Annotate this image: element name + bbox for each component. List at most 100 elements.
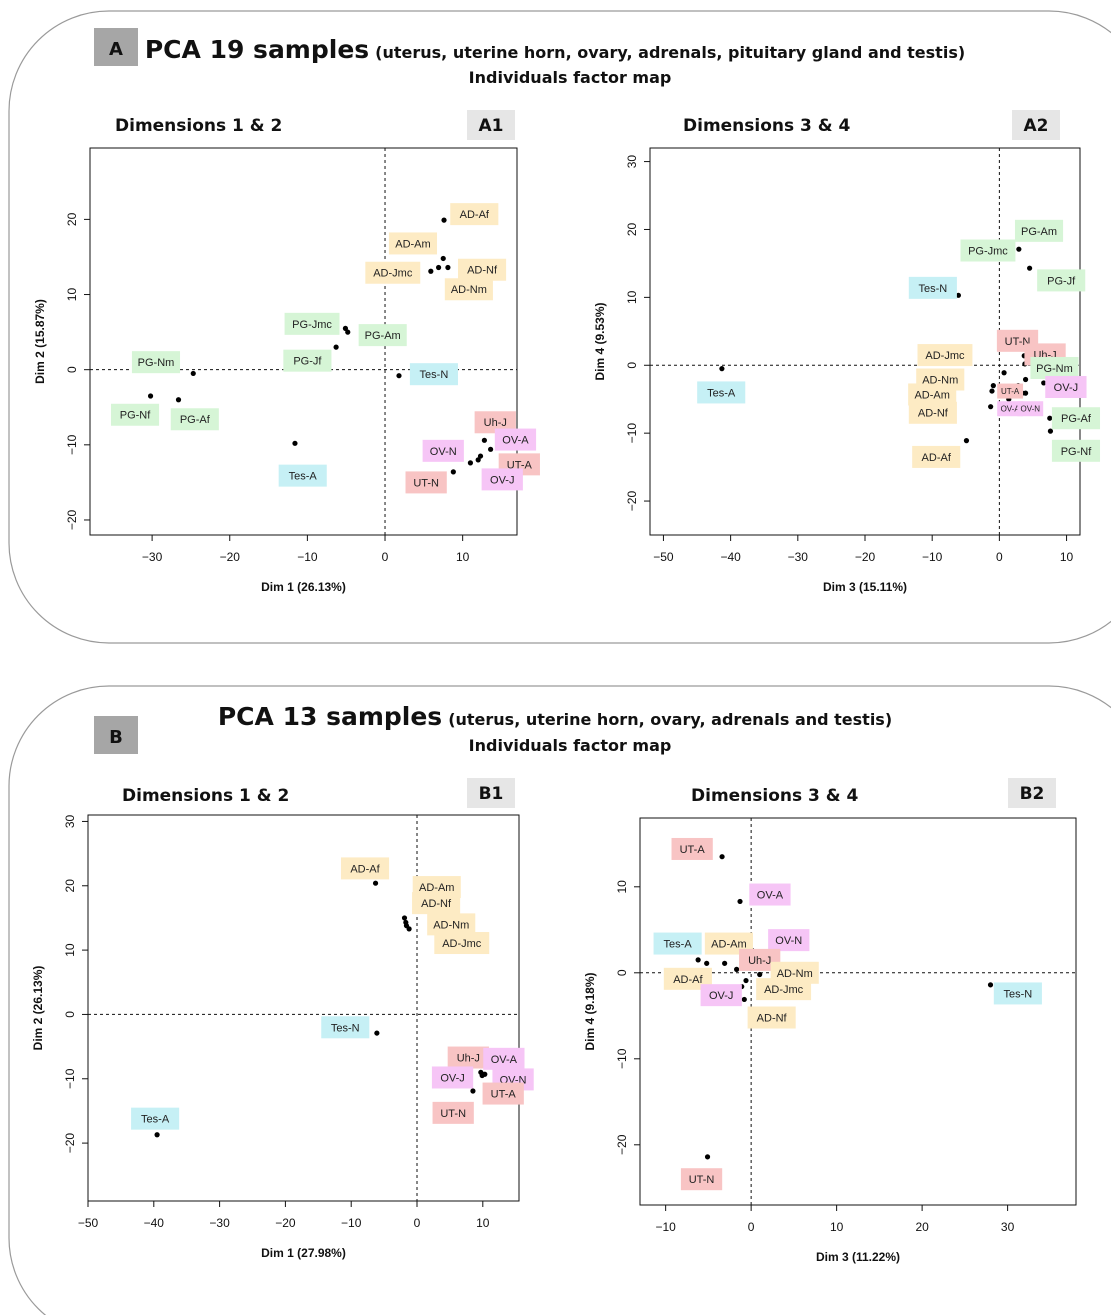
data-point (1022, 376, 1029, 383)
label-ad-nf: AD-Nf (908, 401, 957, 424)
label-box (908, 383, 957, 406)
label-box (409, 363, 458, 386)
y-axis: −20 −10 0 10 20 (65, 212, 91, 530)
panel-letter-box (94, 28, 138, 66)
point-labels: AD-Af AD-Am AD-Nf AD-Nm AD-Jmc Tes-N Uh-J OV-A O… (131, 857, 534, 1130)
panel-subtitle: Individuals factor map (469, 68, 672, 87)
data-point (190, 370, 196, 377)
plot-tag-box (467, 110, 515, 140)
label-text: AD-Nf (421, 898, 452, 910)
label-ov-j: OV-J (1045, 375, 1087, 398)
label-ut-a: UT-A (482, 1082, 524, 1105)
label-text: PG-Jf (1047, 275, 1076, 287)
x-axis-label: Dim 1 (27.98%) (261, 1246, 346, 1260)
x-tick-label: 30 (1001, 1220, 1015, 1234)
label-pg-am: PG-Am (1014, 219, 1064, 242)
label-text: PG-Nf (120, 410, 152, 422)
label-pg-am: PG-Am (358, 324, 407, 347)
point-labels: PG-AmPG-JmcPG-JfTes-NUT-NUh-JAD-JmcPG-Nm… (697, 219, 1101, 468)
x-axis-label: Dim 3 (15.11%) (823, 580, 907, 594)
data-point (722, 960, 728, 966)
label-ad-af: AD-Af (340, 857, 390, 880)
data-points (719, 246, 1054, 444)
label-text: UT-N (413, 477, 439, 489)
label-text: AD-Nf (467, 265, 498, 277)
x-tick-label: −10 (341, 1216, 362, 1230)
label-box (483, 1047, 525, 1070)
y-tick-label: 30 (625, 155, 639, 169)
data-point (154, 1132, 160, 1138)
x-tick-label: −10 (297, 550, 318, 564)
label-box (1051, 439, 1101, 462)
label-tes-n: Tes-N (908, 276, 957, 299)
x-tick-label: −10 (922, 550, 943, 564)
point-labels: UT-A OV-A Tes-A AD-Am OV-N Uh-J AD-Nm AD-Af AD-J… (653, 837, 1042, 1191)
label-ut-n: UT-N (680, 1168, 723, 1191)
y-tick-label: 10 (63, 943, 77, 957)
label-text: AD-Nm (451, 284, 487, 296)
plot-tag: B2 (1020, 784, 1045, 804)
label-ut-a: UT-A (997, 383, 1024, 399)
label-box (427, 913, 476, 936)
label-box (756, 978, 812, 1001)
data-point (428, 268, 434, 274)
data-points (695, 854, 994, 1160)
y-tick-label: 0 (63, 1011, 77, 1018)
label-box (663, 967, 712, 990)
x-tick-label: −40 (144, 1216, 165, 1230)
label-ad-jmc: AD-Jmc (917, 344, 973, 367)
data-point (1022, 390, 1029, 396)
label-pg-nm: PG-Nm (1030, 356, 1079, 379)
y-axis: −20 −10 0 10 (615, 880, 641, 1155)
data-point (988, 404, 994, 410)
plot-a2: Dimensions 3 & 4 A2−50 −40 −30 −20 −10 0 10−20−… (593, 110, 1101, 594)
label-uh-j: Uh-J (447, 1046, 489, 1069)
data-point (734, 966, 740, 972)
label-ad-am: AD-Am (908, 383, 957, 406)
label-text: PG-Af (180, 414, 211, 426)
label-text: Tes-N (918, 283, 947, 295)
label-ad-nm: AD-Nm (444, 278, 493, 301)
label-box (431, 1066, 474, 1089)
x-axis-label: Dim 3 (11.22%) (816, 1250, 900, 1264)
x-tick-label: −10 (655, 1220, 676, 1234)
data-point (987, 982, 994, 988)
data-point (1047, 428, 1054, 434)
label-uh-j: Uh-J (474, 411, 516, 434)
data-point (345, 329, 351, 335)
data-point (374, 1030, 380, 1036)
label-text: OV-A (1001, 405, 1021, 414)
x-tick-label: −40 (720, 550, 741, 564)
data-point (481, 437, 487, 443)
y-tick-label: 10 (625, 290, 639, 304)
label-text: AD-Am (419, 882, 454, 894)
label-pg-nf: PG-Nf (110, 403, 160, 426)
label-text: AD-Am (914, 389, 949, 401)
label-ov-n: OV-N (1017, 401, 1044, 417)
label-tes-a: Tes-A (131, 1107, 180, 1130)
y-tick-label: −10 (625, 423, 639, 444)
data-point (477, 453, 484, 459)
label-ov-n: OV-N (768, 929, 810, 952)
data-point (704, 960, 710, 966)
label-ad-nf: AD-Nf (747, 1006, 796, 1029)
data-point (441, 217, 447, 223)
label-text: PG-Am (365, 330, 401, 342)
plot-tag: A1 (479, 116, 504, 136)
y-axis-label: Dim 2 (26.13%) (31, 966, 45, 1051)
label-box (908, 276, 957, 299)
y-tick-label: −10 (63, 1068, 77, 1089)
panel-frame (8, 685, 1111, 1315)
data-point (1016, 246, 1022, 252)
label-tes-n: Tes-N (409, 363, 458, 386)
label-text: AD-Af (673, 974, 703, 986)
label-box (432, 1101, 474, 1124)
label-uh-j: Uh-J (739, 948, 781, 971)
label-text: Uh-J (748, 955, 771, 967)
label-text: OV-N (430, 446, 457, 458)
data-point (147, 393, 154, 399)
x-tick-label: −20 (275, 1216, 296, 1230)
label-tes-n: Tes-N (321, 1016, 370, 1039)
x-axis: −50 −40 −30 −20 −10 0 10 (78, 1200, 490, 1230)
